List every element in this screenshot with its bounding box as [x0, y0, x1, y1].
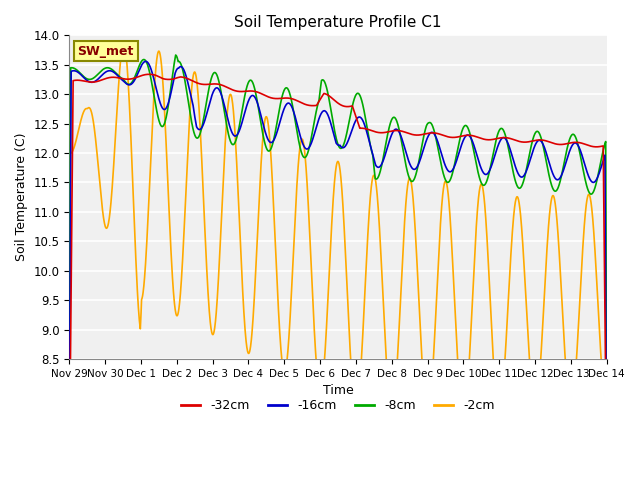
X-axis label: Time: Time — [323, 384, 353, 397]
Title: Soil Temperature Profile C1: Soil Temperature Profile C1 — [234, 15, 442, 30]
Legend: -32cm, -16cm, -8cm, -2cm: -32cm, -16cm, -8cm, -2cm — [177, 395, 500, 418]
Text: SW_met: SW_met — [77, 45, 134, 58]
Y-axis label: Soil Temperature (C): Soil Temperature (C) — [15, 133, 28, 262]
